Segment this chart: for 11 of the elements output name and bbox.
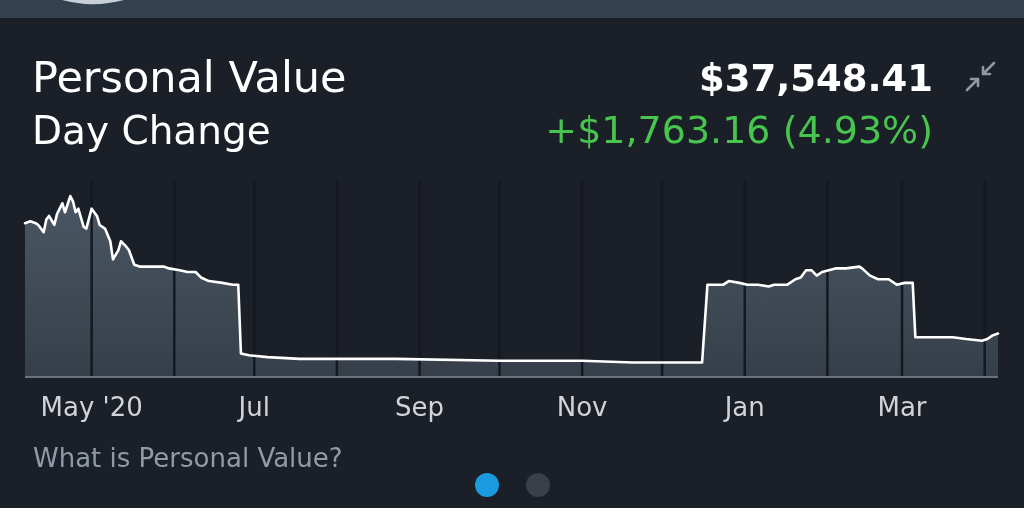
text: What is Personal Value? [33,443,343,473]
text: $37,548.41 [698,57,933,100]
x-tick-label: Mar [877,392,927,422]
x-tick-label: Nov [556,392,608,422]
text: +$1,763.16 (4.93%) [545,108,933,152]
x-tick-label: May '20 [40,392,143,422]
chart-title: Personal Value [32,52,347,102]
x-tick-label: Jul [236,392,270,422]
x-tick-label: Jan [722,392,765,422]
chart-subtitle: Day Change [32,108,271,153]
x-tick-label: Sep [395,392,445,422]
